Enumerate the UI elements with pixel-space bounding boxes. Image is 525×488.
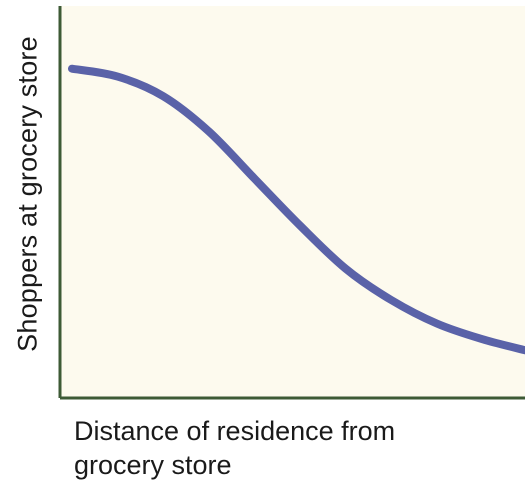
x-axis-label: Distance of residence from grocery store bbox=[74, 416, 396, 480]
y-axis-label: Shoppers at grocery store bbox=[12, 36, 43, 352]
plot-area bbox=[58, 6, 525, 400]
series-line-0 bbox=[68, 64, 525, 355]
plot-background bbox=[60, 6, 525, 398]
y-axis-label-box: Shoppers at grocery store bbox=[8, 8, 48, 380]
series-layer bbox=[68, 64, 525, 355]
